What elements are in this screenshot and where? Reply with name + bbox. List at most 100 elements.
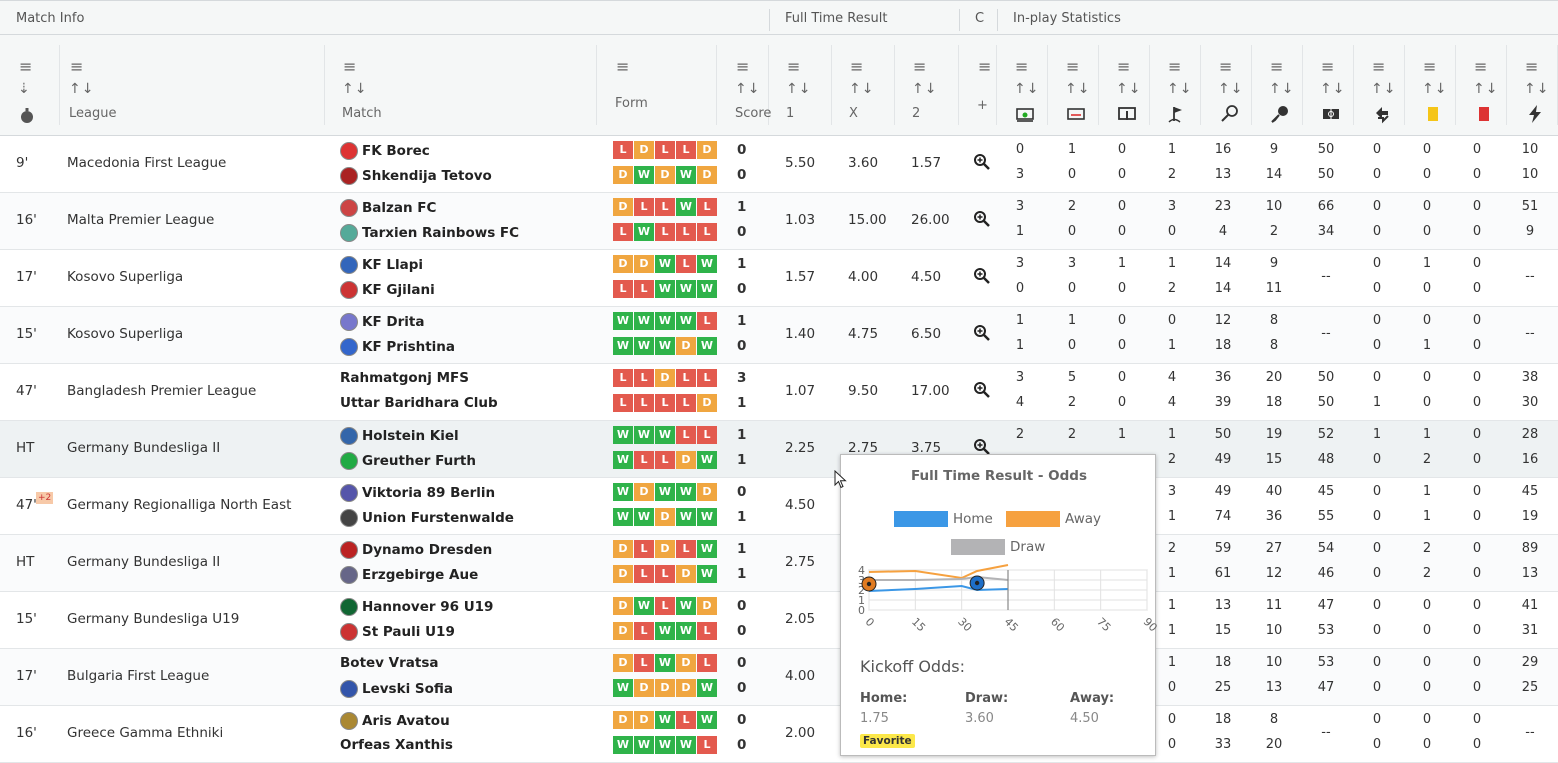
col-stat-1[interactable]: ≡ ↑↓: [997, 35, 1048, 136]
match-row[interactable]: 17' Bulgaria First League Botev Vratsa D L W D…: [0, 649, 1558, 706]
column-menu-icon[interactable]: ≡: [1270, 57, 1284, 76]
column-menu-icon[interactable]: ≡: [70, 57, 84, 76]
column-separator[interactable]: [1047, 45, 1048, 125]
sort-arrows-icon[interactable]: ↑↓: [1269, 81, 1295, 97]
column-menu-icon[interactable]: ≡: [616, 57, 630, 76]
col-stat-3[interactable]: ≡ ↑↓: [1099, 35, 1150, 136]
sort-arrows-icon[interactable]: ↑↓: [1524, 81, 1550, 97]
odd-home[interactable]: 2.00: [785, 725, 816, 741]
match-row[interactable]: 47' +2 Germany Regionalliga North East Vikt…: [0, 478, 1558, 535]
match-row[interactable]: HT Germany Bundesliga II Dynamo Dresden D L D…: [0, 535, 1558, 592]
sort-arrows-icon[interactable]: ↑↓: [1422, 81, 1448, 97]
away-team[interactable]: Levski Sofia: [340, 680, 453, 698]
column-separator[interactable]: [1200, 45, 1201, 125]
col-stat-7[interactable]: ≡ ↑↓: [1303, 35, 1354, 136]
column-separator[interactable]: [768, 45, 769, 125]
sort-arrows-icon[interactable]: ↑↓: [786, 81, 812, 97]
odd-home[interactable]: 2.25: [785, 440, 816, 456]
col-stat-8[interactable]: ≡ ↑↓: [1354, 35, 1405, 136]
col-stat-10[interactable]: ≡ ↑↓: [1456, 35, 1507, 136]
odd-draw[interactable]: 4.00: [848, 269, 879, 285]
column-menu-icon[interactable]: ≡: [736, 57, 750, 76]
odd-away[interactable]: 1.57: [911, 155, 942, 171]
col-odd-2[interactable]: ≡ ↑↓ 2: [895, 35, 959, 136]
col-stat-6[interactable]: ≡ ↑↓: [1252, 35, 1303, 136]
sort-arrows-icon[interactable]: ↑↓: [1065, 81, 1091, 97]
sort-descending-icon[interactable]: ⇣: [18, 81, 31, 97]
column-separator[interactable]: [1353, 45, 1354, 125]
col-form[interactable]: ≡ Form: [597, 35, 717, 136]
match-row[interactable]: 16' Malta Premier League Balzan FC D L L W L 1 Ta…: [0, 193, 1558, 250]
column-menu-icon[interactable]: ≡: [850, 57, 864, 76]
col-plus[interactable]: ≡ +: [959, 35, 997, 136]
column-separator[interactable]: [996, 45, 997, 125]
odd-away[interactable]: 26.00: [911, 212, 950, 228]
home-team[interactable]: Dynamo Dresden: [340, 541, 492, 559]
home-team[interactable]: KF Drita: [340, 313, 424, 331]
sort-arrows-icon[interactable]: ↑↓: [1371, 81, 1397, 97]
home-team[interactable]: Holstein Kiel: [340, 427, 459, 445]
col-stat-5[interactable]: ≡ ↑↓: [1201, 35, 1252, 136]
sort-arrows-icon[interactable]: ↑↓: [1473, 81, 1499, 97]
column-menu-icon[interactable]: ≡: [1474, 57, 1488, 76]
column-separator[interactable]: [958, 45, 959, 125]
column-separator[interactable]: [324, 45, 325, 125]
odd-draw[interactable]: 4.75: [848, 326, 879, 342]
home-team[interactable]: Aris Avatou: [340, 712, 450, 730]
odd-away[interactable]: 3.75: [911, 440, 942, 456]
home-team[interactable]: Balzan FC: [340, 199, 436, 217]
column-menu-icon[interactable]: ≡: [1066, 57, 1080, 76]
col-time[interactable]: ≡ ⇣: [0, 35, 60, 136]
away-team[interactable]: Shkendija Tetovo: [340, 167, 492, 185]
column-menu-icon[interactable]: ≡: [787, 57, 801, 76]
column-menu-icon[interactable]: ≡: [1168, 57, 1182, 76]
home-team[interactable]: KF Llapi: [340, 256, 423, 274]
sort-arrows-icon[interactable]: ↑↓: [735, 81, 761, 97]
column-menu-icon[interactable]: ≡: [1372, 57, 1386, 76]
column-menu-icon[interactable]: ≡: [978, 57, 992, 76]
column-separator[interactable]: [894, 45, 895, 125]
odd-away[interactable]: 17.00: [911, 383, 950, 399]
sort-arrows-icon[interactable]: ↑↓: [1014, 81, 1040, 97]
col-league[interactable]: ≡ ↑↓ League: [60, 35, 325, 136]
away-team[interactable]: Greuther Furth: [340, 452, 476, 470]
column-separator[interactable]: [596, 45, 597, 125]
sort-arrows-icon[interactable]: ↑↓: [912, 81, 938, 97]
col-stat-11[interactable]: ≡ ↑↓: [1507, 35, 1558, 136]
match-row[interactable]: 15' Germany Bundesliga U19 Hannover 96 U19…: [0, 592, 1558, 649]
zoom-in-icon[interactable]: [973, 210, 993, 230]
odd-away[interactable]: 6.50: [911, 326, 942, 342]
zoom-in-icon[interactable]: [973, 381, 993, 401]
odd-draw[interactable]: 2.75: [848, 440, 879, 456]
odd-draw[interactable]: 3.60: [848, 155, 879, 171]
column-separator[interactable]: [59, 45, 60, 125]
col-stat-2[interactable]: ≡ ↑↓: [1048, 35, 1099, 136]
home-team[interactable]: Viktoria 89 Berlin: [340, 484, 495, 502]
col-stat-9[interactable]: ≡ ↑↓: [1405, 35, 1456, 136]
column-separator[interactable]: [831, 45, 832, 125]
legend-away[interactable]: Away: [1006, 511, 1101, 527]
match-row[interactable]: HT Germany Bundesliga II Holstein Kiel W W W L…: [0, 421, 1558, 478]
odd-home[interactable]: 1.40: [785, 326, 816, 342]
zoom-in-icon[interactable]: [973, 267, 993, 287]
col-odd-x[interactable]: ≡ ↑↓ X: [832, 35, 895, 136]
away-team[interactable]: Uttar Baridhara Club: [340, 395, 498, 411]
legend-draw[interactable]: Draw: [951, 539, 1045, 555]
away-team[interactable]: Erzgebirge Aue: [340, 566, 478, 584]
home-team[interactable]: Rahmatgonj MFS: [340, 370, 469, 386]
odd-home[interactable]: 2.75: [785, 554, 816, 570]
column-separator[interactable]: [1404, 45, 1405, 125]
away-team[interactable]: Orfeas Xanthis: [340, 737, 453, 753]
column-menu-icon[interactable]: ≡: [1525, 57, 1539, 76]
home-team[interactable]: Hannover 96 U19: [340, 598, 493, 616]
home-team[interactable]: FK Borec: [340, 142, 430, 160]
column-separator[interactable]: [1149, 45, 1150, 125]
zoom-in-icon[interactable]: [973, 153, 993, 173]
column-menu-icon[interactable]: ≡: [1015, 57, 1029, 76]
odd-home[interactable]: 4.00: [785, 668, 816, 684]
match-row[interactable]: 16' Greece Gamma Ethniki Aris Avatou D D W L W 0…: [0, 706, 1558, 763]
column-separator[interactable]: [1251, 45, 1252, 125]
sort-arrows-icon[interactable]: ↑↓: [1320, 81, 1346, 97]
odd-home[interactable]: 4.50: [785, 497, 816, 513]
column-menu-icon[interactable]: ≡: [913, 57, 927, 76]
